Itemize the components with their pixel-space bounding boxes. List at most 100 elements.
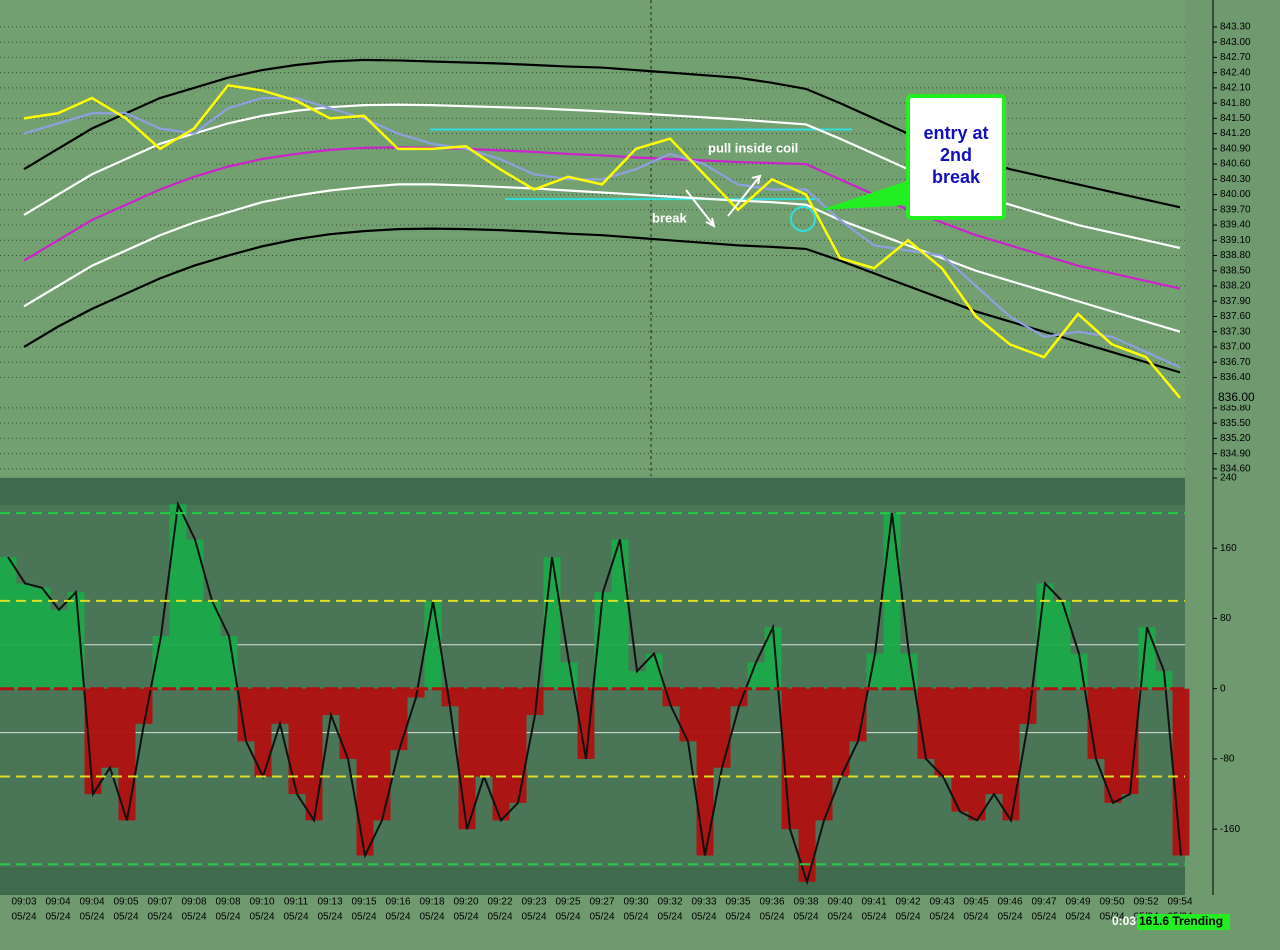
x-tick-label: 09:15 — [351, 897, 376, 908]
x-date-label: 05/24 — [929, 912, 954, 923]
x-tick-label: 09:08 — [181, 897, 206, 908]
x-date-label: 05/24 — [589, 912, 614, 923]
histogram-bar — [1036, 583, 1054, 689]
x-tick-label: 09:36 — [759, 897, 784, 908]
histogram-bar — [271, 688, 289, 724]
y-tick-label: 843.30 — [1220, 22, 1251, 33]
y-tick-label: 842.10 — [1220, 83, 1251, 94]
x-date-label: 05/24 — [793, 912, 818, 923]
x-tick-label: 09:45 — [963, 897, 988, 908]
y-tick-label: 839.70 — [1220, 204, 1251, 215]
x-date-label: 05/24 — [759, 912, 784, 923]
annotation: break — [652, 210, 687, 225]
series-line — [23, 183, 1181, 333]
histogram-bar — [509, 688, 527, 803]
price-panel — [0, 0, 1185, 476]
y-tick-label: 836.70 — [1220, 357, 1251, 368]
histogram-bar — [1121, 688, 1139, 795]
x-tick-label: 09:27 — [589, 897, 614, 908]
x-date-label: 05/24 — [1031, 912, 1056, 923]
series-line — [23, 84, 1181, 399]
y-tick-label: 240 — [1220, 473, 1237, 484]
status-box — [1137, 914, 1230, 930]
x-date-label: 05/24 — [11, 912, 36, 923]
series-line — [23, 146, 1181, 290]
x-date-label: 05/24 — [79, 912, 104, 923]
x-date-label: 05/24 — [385, 912, 410, 923]
histogram-bar — [186, 539, 204, 689]
histogram-bar — [50, 609, 68, 689]
histogram-bar — [356, 688, 374, 856]
histogram-bar — [611, 539, 629, 689]
y-tick-label: 842.40 — [1220, 67, 1251, 78]
x-date-label: 05/24 — [419, 912, 444, 923]
x-tick-label: 09:13 — [317, 897, 342, 908]
histogram-bar — [84, 688, 102, 795]
histogram-bar — [67, 592, 85, 689]
x-tick-label: 09:47 — [1031, 897, 1056, 908]
histogram-bar — [288, 688, 306, 795]
histogram-bar — [832, 688, 850, 777]
histogram-bar — [1019, 688, 1037, 724]
arrow — [685, 189, 716, 228]
y-tick-label: 840.60 — [1220, 159, 1251, 170]
y-tick-label: 834.60 — [1220, 464, 1251, 475]
histogram-bar — [424, 600, 442, 689]
x-tick-label: 09:52 — [1133, 897, 1158, 908]
y-tick-label: 839.40 — [1220, 220, 1251, 231]
histogram-bar — [781, 688, 799, 830]
x-tick-label: 09:23 — [521, 897, 546, 908]
histogram-bar — [373, 688, 391, 821]
y-tick-label: 835.20 — [1220, 433, 1251, 444]
footer-time: 0:03 — [1112, 914, 1136, 928]
y-tick-label: 841.50 — [1220, 113, 1251, 124]
y-tick-label: 841.80 — [1220, 98, 1251, 109]
oscillator-line — [7, 500, 1182, 886]
histogram-bar — [883, 513, 901, 689]
histogram-bar — [1002, 688, 1020, 821]
callout — [906, 94, 1006, 220]
entry-circle — [790, 206, 816, 232]
histogram-bar — [951, 688, 969, 812]
x-date-label: 05/24 — [249, 912, 274, 923]
x-tick-label: 09:18 — [419, 897, 444, 908]
y-tick-label: 837.90 — [1220, 296, 1251, 307]
histogram-bar — [339, 688, 357, 759]
x-tick-label: 09:40 — [827, 897, 852, 908]
x-date-label: 05/24 — [827, 912, 852, 923]
x-tick-label: 09:43 — [929, 897, 954, 908]
x-tick-label: 09:07 — [147, 897, 172, 908]
x-tick-label: 09:03 — [11, 897, 36, 908]
x-date-label: 05/24 — [351, 912, 376, 923]
x-tick-label: 09:11 — [284, 897, 309, 908]
histogram-bar — [934, 688, 952, 777]
x-date-label: 05/24 — [623, 912, 648, 923]
x-tick-label: 09:04 — [79, 897, 104, 908]
histogram-bar — [713, 688, 731, 768]
histogram-bar — [1087, 688, 1105, 759]
histogram-bar — [390, 688, 408, 751]
histogram-bar — [0, 557, 17, 689]
y-tick-label: 838.20 — [1220, 281, 1251, 292]
x-date-label: 05/24 — [487, 912, 512, 923]
histogram-bar — [849, 688, 867, 742]
arrow — [727, 174, 762, 217]
histogram-bar — [1172, 688, 1190, 856]
x-date-label: 05/24 — [725, 912, 750, 923]
x-tick-label: 09:38 — [793, 897, 818, 908]
x-date-label: 05/24 — [283, 912, 308, 923]
x-date-label: 05/24 — [181, 912, 206, 923]
histogram-bar — [798, 688, 816, 882]
x-tick-label: 09:08 — [215, 897, 240, 908]
x-tick-label: 09:42 — [895, 897, 920, 908]
histogram-bar — [526, 688, 544, 716]
y-tick-label: 0 — [1220, 683, 1226, 694]
y-tick-label: 835.50 — [1220, 418, 1251, 429]
x-tick-label: 09:46 — [997, 897, 1022, 908]
histogram-bar — [543, 557, 561, 689]
y-tick-label: 837.60 — [1220, 311, 1251, 322]
x-tick-label: 09:50 — [1099, 897, 1124, 908]
x-date-label: 05/24 — [215, 912, 240, 923]
histogram-bar — [1104, 688, 1122, 803]
x-tick-label: 09:35 — [725, 897, 750, 908]
